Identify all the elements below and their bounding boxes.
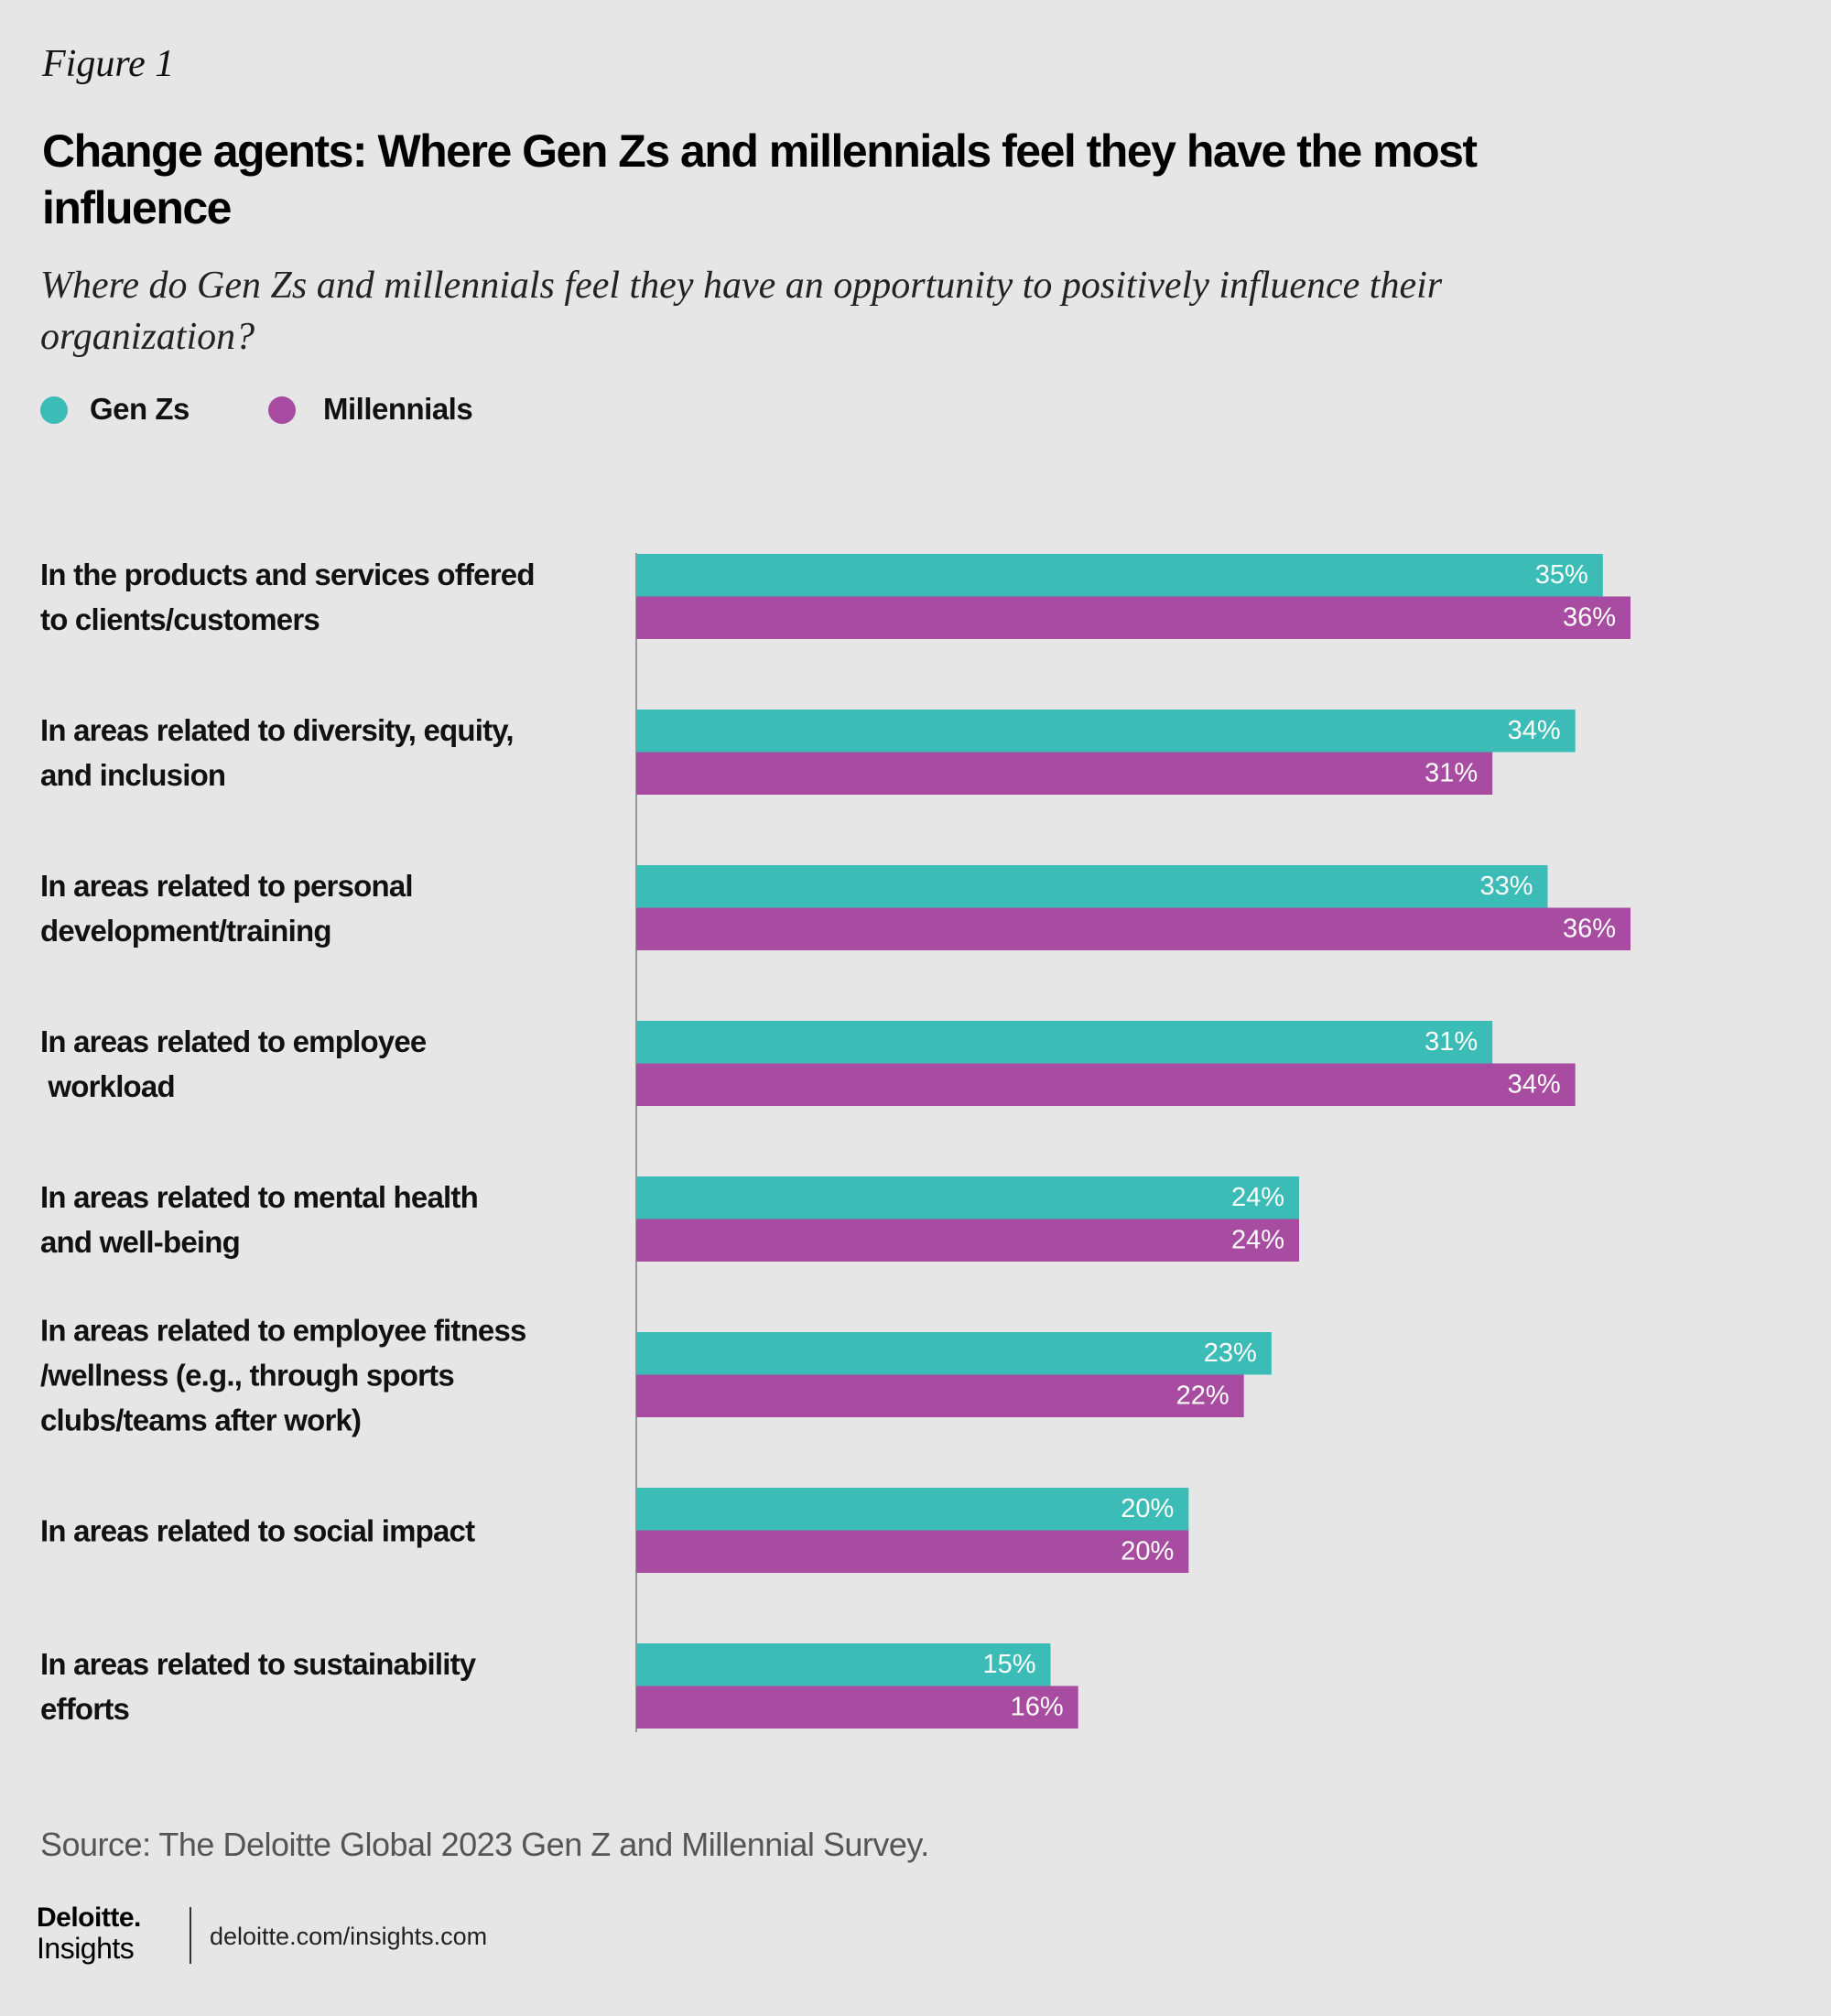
value-label: 31% (1425, 758, 1478, 787)
value-label: 20% (1121, 1494, 1174, 1523)
category-label: In areas related to mental health and we… (40, 1179, 479, 1259)
brand-subtitle: Insights (37, 1932, 135, 1965)
value-label: 36% (1563, 914, 1616, 943)
legend-marker (268, 396, 296, 424)
value-label: 36% (1563, 602, 1616, 632)
category-label: In areas related to social impact (40, 1513, 475, 1547)
bar (636, 554, 1603, 597)
figure-label: Figure 1 (42, 43, 175, 85)
category-label: In the products and services offered to … (40, 557, 535, 636)
source-note: Source: The Deloitte Global 2023 Gen Z a… (40, 1826, 929, 1863)
legend-label: Millennials (323, 392, 473, 426)
bar (636, 1021, 1493, 1064)
value-label: 20% (1121, 1536, 1174, 1566)
value-label: 24% (1231, 1225, 1284, 1254)
category-label: In areas related to employee workload (40, 1024, 427, 1103)
brand-logo: Deloitte. (37, 1902, 141, 1933)
bar (636, 1219, 1299, 1262)
separator (190, 1907, 191, 1964)
value-label: 34% (1508, 716, 1561, 745)
bar (636, 1374, 1244, 1417)
legend-label: Gen Zs (90, 392, 190, 426)
value-label: 16% (1011, 1692, 1064, 1721)
bar (636, 1643, 1051, 1686)
value-label: 22% (1176, 1381, 1230, 1410)
bar (636, 1530, 1189, 1573)
bar (636, 596, 1631, 639)
chart-subtitle: Where do Gen Zs and millennials feel the… (40, 265, 1443, 358)
bar (636, 865, 1548, 908)
value-label: 31% (1425, 1027, 1478, 1057)
legend-marker (40, 396, 68, 424)
footer-url: deloitte.com/insights.com (210, 1923, 488, 1950)
chart-title: Change agents: Where Gen Zs and millenni… (42, 125, 1478, 233)
category-label: In areas related to sustainability effor… (40, 1646, 476, 1726)
bar (636, 1488, 1189, 1531)
bar (636, 1332, 1272, 1375)
category-label: In areas related to employee fitness /we… (40, 1313, 526, 1436)
bar (636, 1063, 1576, 1106)
value-label: 35% (1535, 560, 1588, 590)
value-label: 33% (1479, 872, 1533, 901)
bar (636, 907, 1631, 950)
category-label: In areas related to personal development… (40, 868, 414, 948)
bar (636, 1176, 1299, 1219)
value-label: 34% (1508, 1069, 1561, 1099)
bar (636, 710, 1576, 753)
bar (636, 1685, 1078, 1729)
value-label: 24% (1231, 1183, 1284, 1212)
value-label: 15% (982, 1650, 1035, 1679)
category-label: In areas related to diversity, equity, a… (40, 712, 515, 792)
value-label: 23% (1204, 1339, 1257, 1368)
bar (636, 752, 1493, 795)
